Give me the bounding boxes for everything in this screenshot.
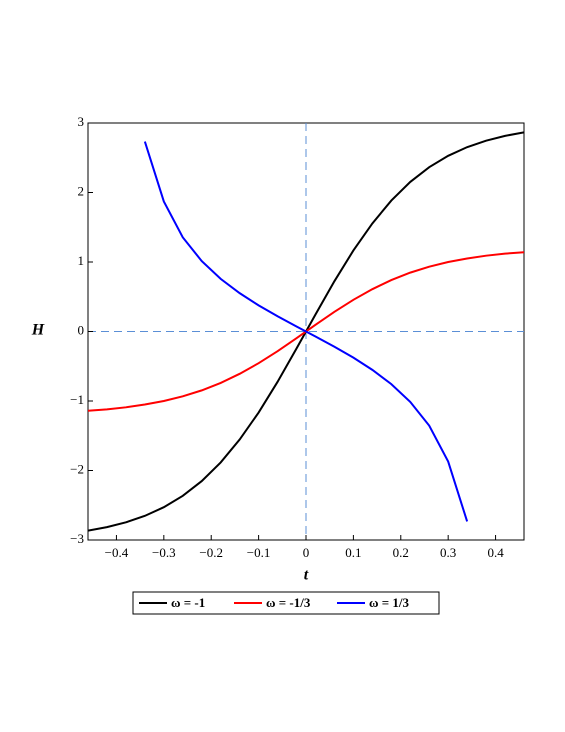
legend-label: ω = -1 [171, 595, 205, 610]
legend-box [132, 591, 440, 615]
x-tick-label: −0.4 [105, 545, 129, 560]
x-axis-label: t [304, 567, 309, 584]
y-tick-label: 0 [78, 322, 85, 337]
y-tick-label: −3 [70, 531, 84, 546]
y-tick-label: 1 [78, 253, 85, 268]
x-tick-label: −0.1 [247, 545, 271, 560]
y-tick-label: 3 [78, 114, 85, 129]
x-tick-label: −0.3 [152, 545, 176, 560]
legend-label: ω = -1/3 [266, 595, 311, 610]
x-tick-label: 0 [303, 545, 310, 560]
x-tick-label: 0.1 [345, 545, 361, 560]
series-line [143, 141, 469, 522]
y-tick-label: −1 [70, 392, 84, 407]
y-axis-label: H [31, 322, 45, 339]
x-tick-label: 0.3 [440, 545, 456, 560]
x-tick-label: 0.4 [487, 545, 504, 560]
y-tick-label: 2 [78, 183, 85, 198]
x-tick-label: 0.2 [393, 545, 409, 560]
x-tick-label: −0.2 [199, 545, 223, 560]
y-tick-label: −2 [70, 461, 84, 476]
legend-label: ω = 1/3 [369, 595, 410, 610]
